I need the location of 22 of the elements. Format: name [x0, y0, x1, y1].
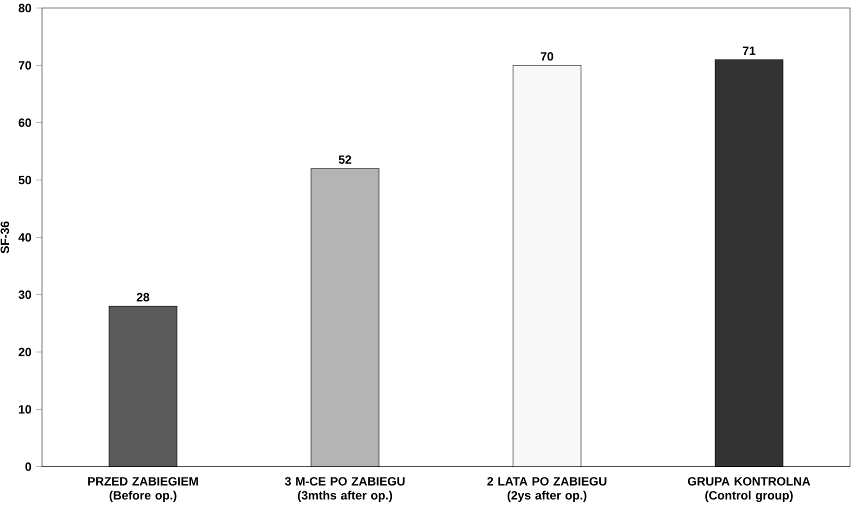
- y-axis-title: SF-36: [0, 222, 10, 254]
- y-tick-label: 20: [18, 348, 32, 356]
- y-tick-label: 0: [25, 462, 32, 472]
- y-tick-label: 10: [19, 405, 32, 414]
- data-label: 71: [742, 46, 756, 56]
- bar: [714, 59, 784, 467]
- y-tick-label: 70: [18, 61, 32, 70]
- y-tick-label: 40: [18, 233, 32, 242]
- y-tick-label: 60: [18, 118, 32, 128]
- data-label: 28: [136, 293, 150, 302]
- bar: [310, 168, 380, 467]
- x-tick-label: PRZED ZABIEGIEM (Before op.): [88, 477, 198, 502]
- y-tick-label: 30: [18, 290, 32, 300]
- data-label: 70: [540, 52, 554, 61]
- bar: [108, 306, 178, 467]
- x-tick-label: 3 M-CE PO ZABIEGU (3mths after op.): [284, 477, 405, 502]
- bar: [512, 65, 582, 467]
- y-tick-label: 80: [18, 4, 32, 12]
- y-tick-label: 50: [18, 176, 32, 184]
- data-label: 52: [338, 155, 352, 164]
- x-tick-label: GRUPA KONTROLNA (Control group): [688, 477, 810, 502]
- x-tick-label: 2 LATA PO ZABIEGU (2ys after op.): [487, 477, 606, 502]
